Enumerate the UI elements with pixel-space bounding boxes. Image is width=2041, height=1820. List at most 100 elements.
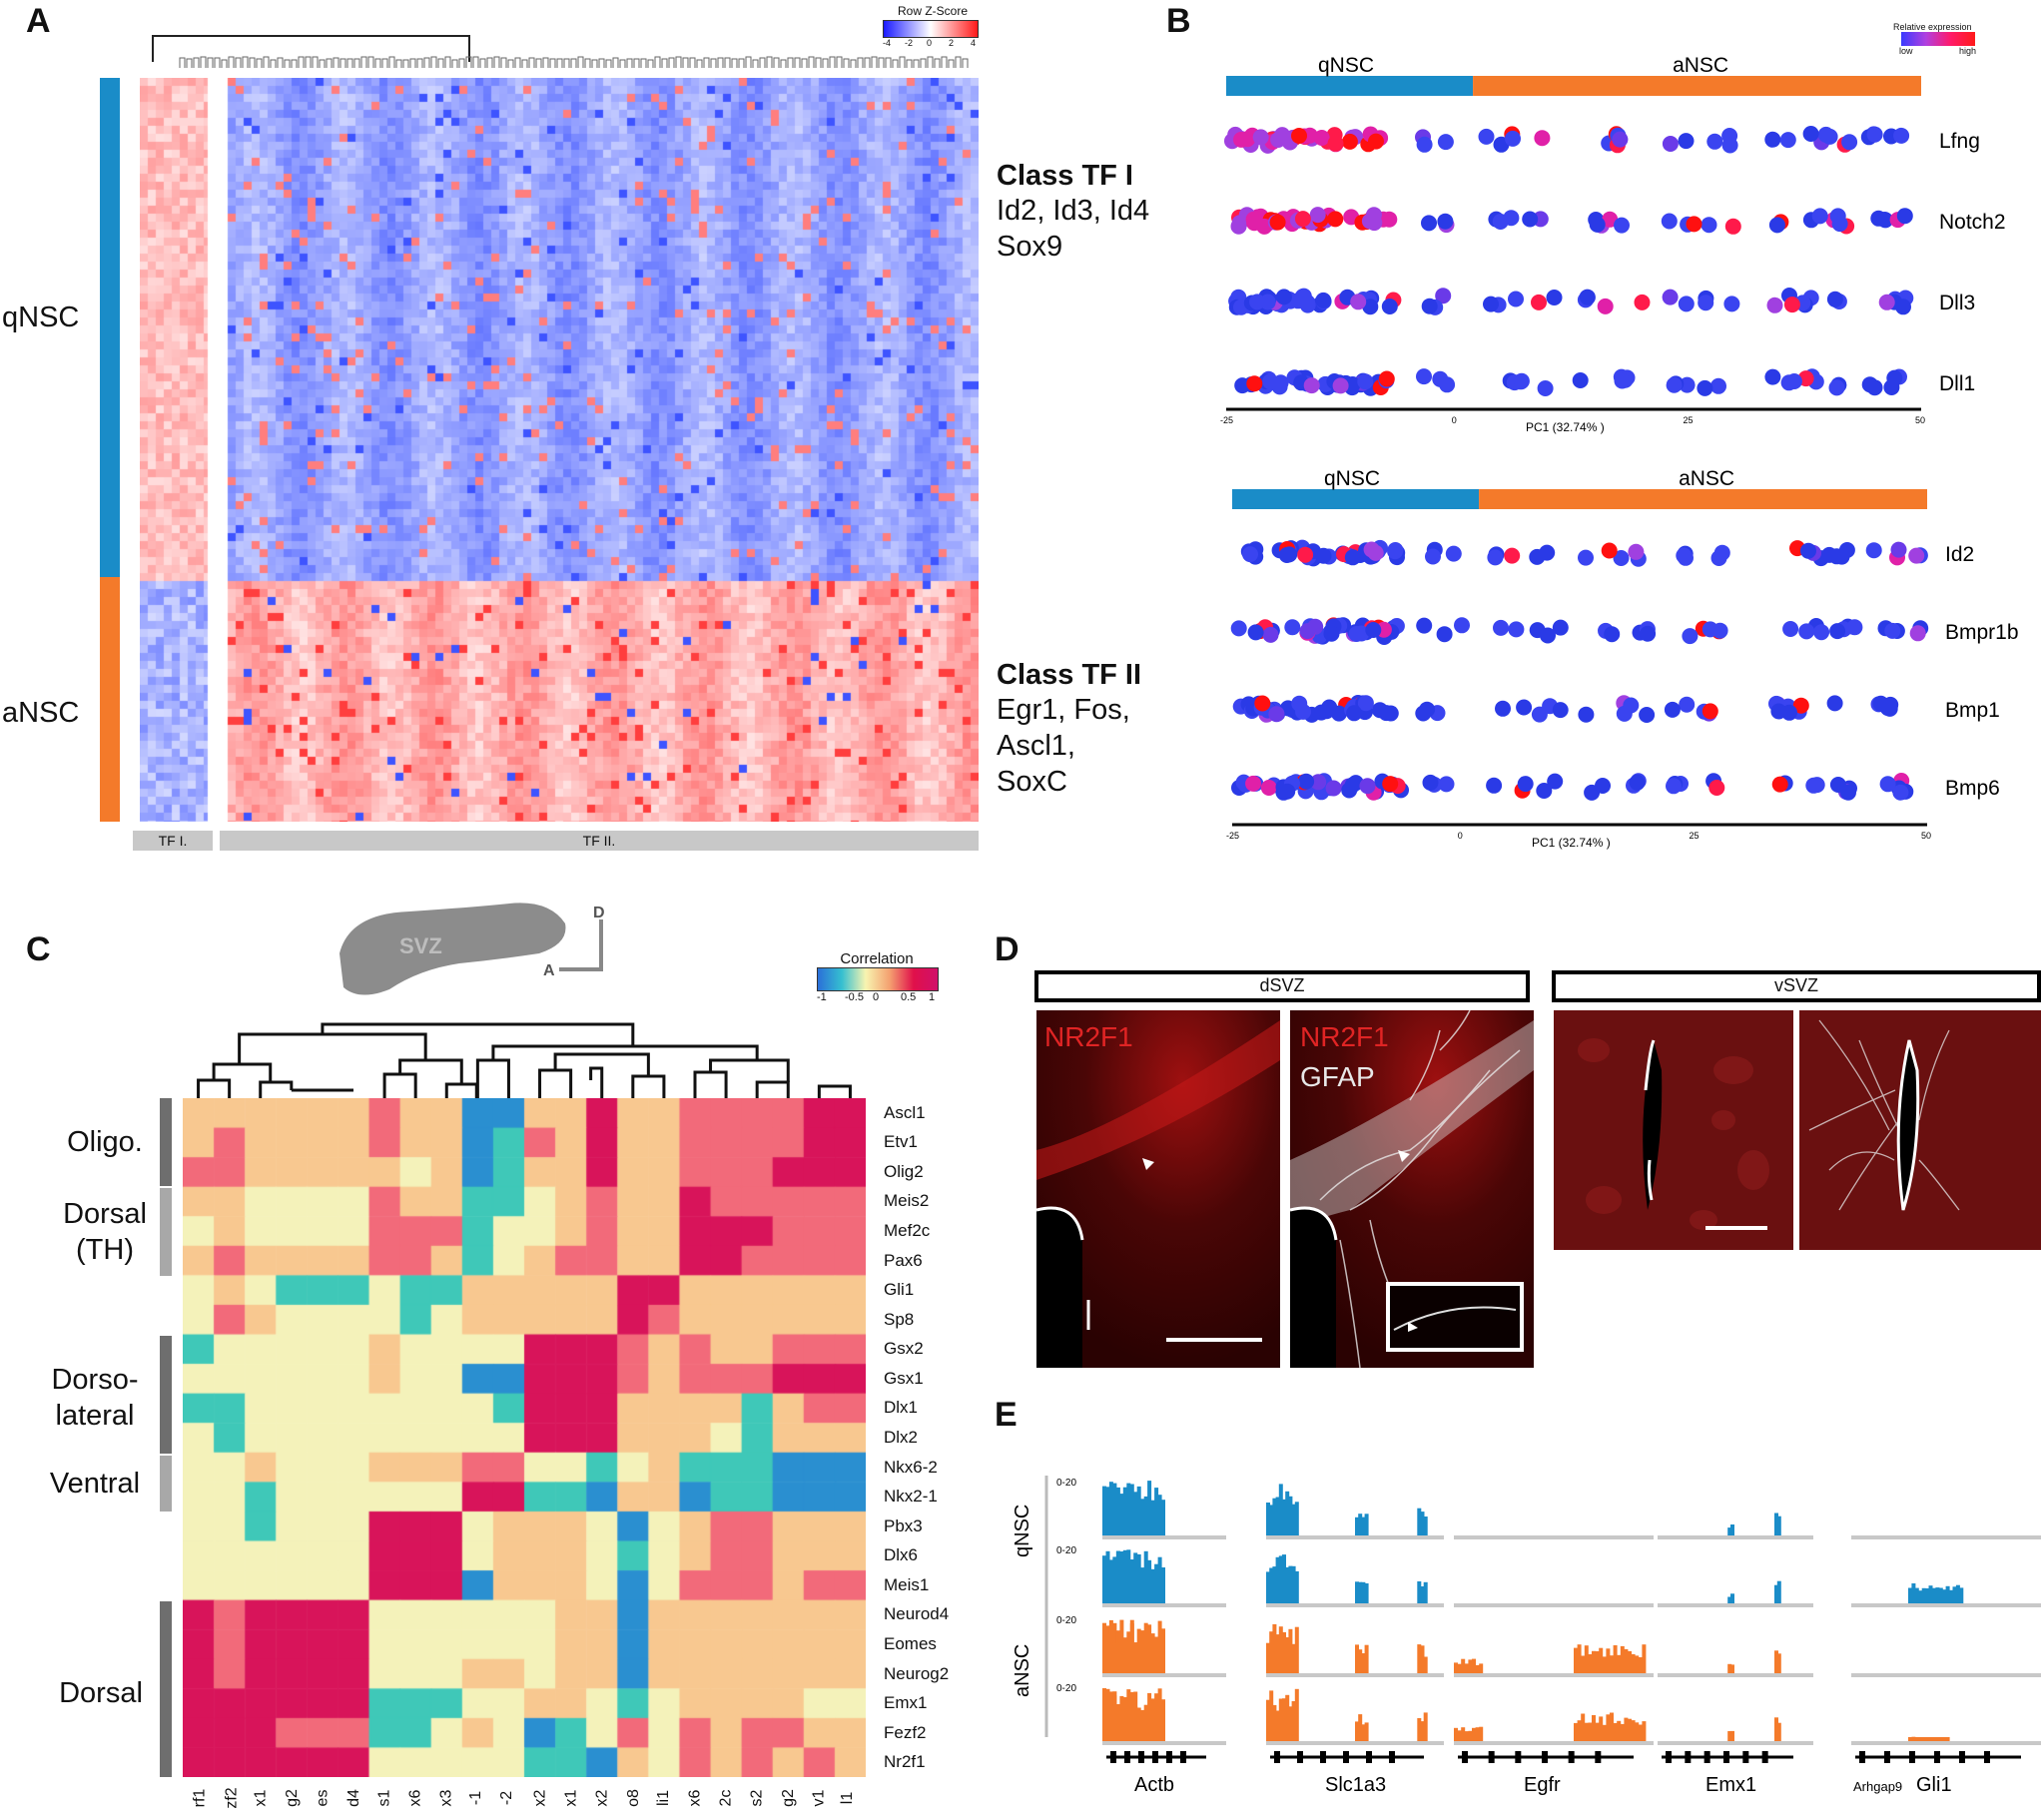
coverage-bar [1272,1623,1277,1673]
coverage-bar [1126,1483,1131,1535]
coverage-bar [1613,1722,1618,1741]
cell-point [1275,289,1292,305]
coverage-bar [1606,1648,1611,1673]
coverage-bar [1119,1551,1124,1603]
coverage-bar [1108,1624,1113,1673]
coverage-bar [1628,1718,1632,1741]
group-label-ventral: Ventral [49,1468,141,1500]
coverage-bar [1423,1581,1428,1603]
coverage-bar [1420,1721,1425,1741]
coverage-bar [1147,1559,1152,1603]
cell-point [1445,545,1462,562]
coverage-bar [1358,1649,1363,1673]
cell-point [1634,294,1651,310]
coverage-bar [1285,1637,1290,1673]
cell-point [1327,135,1344,152]
cell-point [1279,783,1296,800]
expression-legend-low: low [1899,46,1913,56]
cell-point [1829,623,1846,640]
panel-c-letter: C [26,930,51,968]
cell-point [1344,376,1361,392]
coverage-bar [1143,1622,1148,1673]
qnsc-row-label: qNSC [2,302,80,333]
cell-point [1294,211,1311,228]
cell-point [1508,291,1524,307]
coverage-bar [1102,1486,1106,1535]
cell-point [1294,289,1311,304]
correlation-col-label: zf2 [223,1787,241,1809]
correlation-row-labels: Ascl1 Etv1 Olig2 Meis2 Mef2c Pax6 Gli1 Sp8 Gsx2 G… [884,1098,984,1777]
range-label: 0-20 [1056,1478,1076,1489]
cell-point [1826,291,1843,307]
coverage-bar [1285,1491,1290,1535]
cell-point [1811,208,1828,225]
group-bar-dorsal [160,1601,172,1777]
coverage-bar [1914,1737,1919,1741]
pc1-tick: -25 [1220,415,1233,425]
correlation-row-label: Sp8 [884,1309,915,1329]
dendrogram-branch [398,1058,463,1084]
correlation-col-label: x6 [686,1789,704,1807]
cell-point [1495,700,1511,717]
cell-point [1828,379,1845,396]
coverage-bar [1776,1722,1781,1741]
dendrogram-branch [491,1044,759,1060]
coverage-bar [1150,1568,1155,1603]
coverage-bar [1282,1499,1286,1535]
cell-point [1770,703,1787,720]
qnsc-state-bar [1226,76,1474,96]
coverage-bar [1464,1663,1469,1673]
cell-point [1723,296,1740,312]
cell-point [1268,706,1285,723]
cell-point [1365,622,1382,638]
coverage-bar [1774,1584,1778,1603]
cell-point [1721,128,1738,144]
coverage-bar [1102,1688,1106,1741]
cell-point [1783,297,1800,313]
coverage-bar [1275,1556,1280,1603]
cell-point [1629,774,1646,791]
correlation-dendrogram [197,1022,852,1098]
group-bar-oligo [160,1098,172,1186]
cell-point [1487,549,1504,566]
cell-point [1892,784,1909,801]
cell-point [1870,210,1887,227]
correlation-col-label: g2 [283,1789,301,1807]
cell-point [1432,370,1449,387]
cell-point [1701,703,1718,720]
dendrogram-branch [259,1080,353,1098]
correlation-row-label: Neurog2 [884,1663,950,1683]
panel-a: Row Z-Score -4 -2 0 2 4 qNSC aNSC TF I. TF I… [0,0,1178,869]
coverage-bar [1147,1481,1152,1535]
coverage-bar [1102,1622,1106,1673]
coverage-bar [1140,1499,1145,1535]
cell-point [1628,543,1645,560]
coverage-bar [1119,1703,1124,1741]
coverage-bar [1928,1585,1933,1603]
expression-legend-bar [1901,32,1975,46]
range-label: 0-20 [1056,1683,1076,1694]
coverage-bar [1272,1704,1277,1741]
coverage-bar [1136,1628,1141,1673]
coverage-bar [1355,1517,1359,1535]
cell-point [1539,544,1556,561]
coverage-bar [1925,1588,1930,1603]
svz-schematic: SVZ D A [340,903,605,995]
class-tf2-genes-1: Egr1, Fos, [997,694,1130,726]
zscore-legend-bar [883,20,979,38]
cell-point [1425,548,1441,565]
cell-point [1291,128,1307,144]
correlation-legend: Correlation -1 -0.5 0 0.5 1 [817,950,947,1005]
coverage-bar [1959,1587,1964,1603]
coverage-bar [1294,1502,1299,1535]
coverage-bar [1154,1563,1159,1603]
range-label: 0-20 [1056,1615,1076,1626]
gene-label: Bmpr1b [1945,621,2019,644]
correlation-row-label: Gli1 [884,1280,915,1300]
coverage-bar [1266,1571,1270,1603]
correlation-row-label: Dlx6 [884,1545,919,1565]
correlation-col-label: es [314,1789,332,1807]
coverage-bar [1461,1658,1466,1673]
coverage-bar [1610,1712,1614,1741]
cell-point [1381,211,1398,228]
